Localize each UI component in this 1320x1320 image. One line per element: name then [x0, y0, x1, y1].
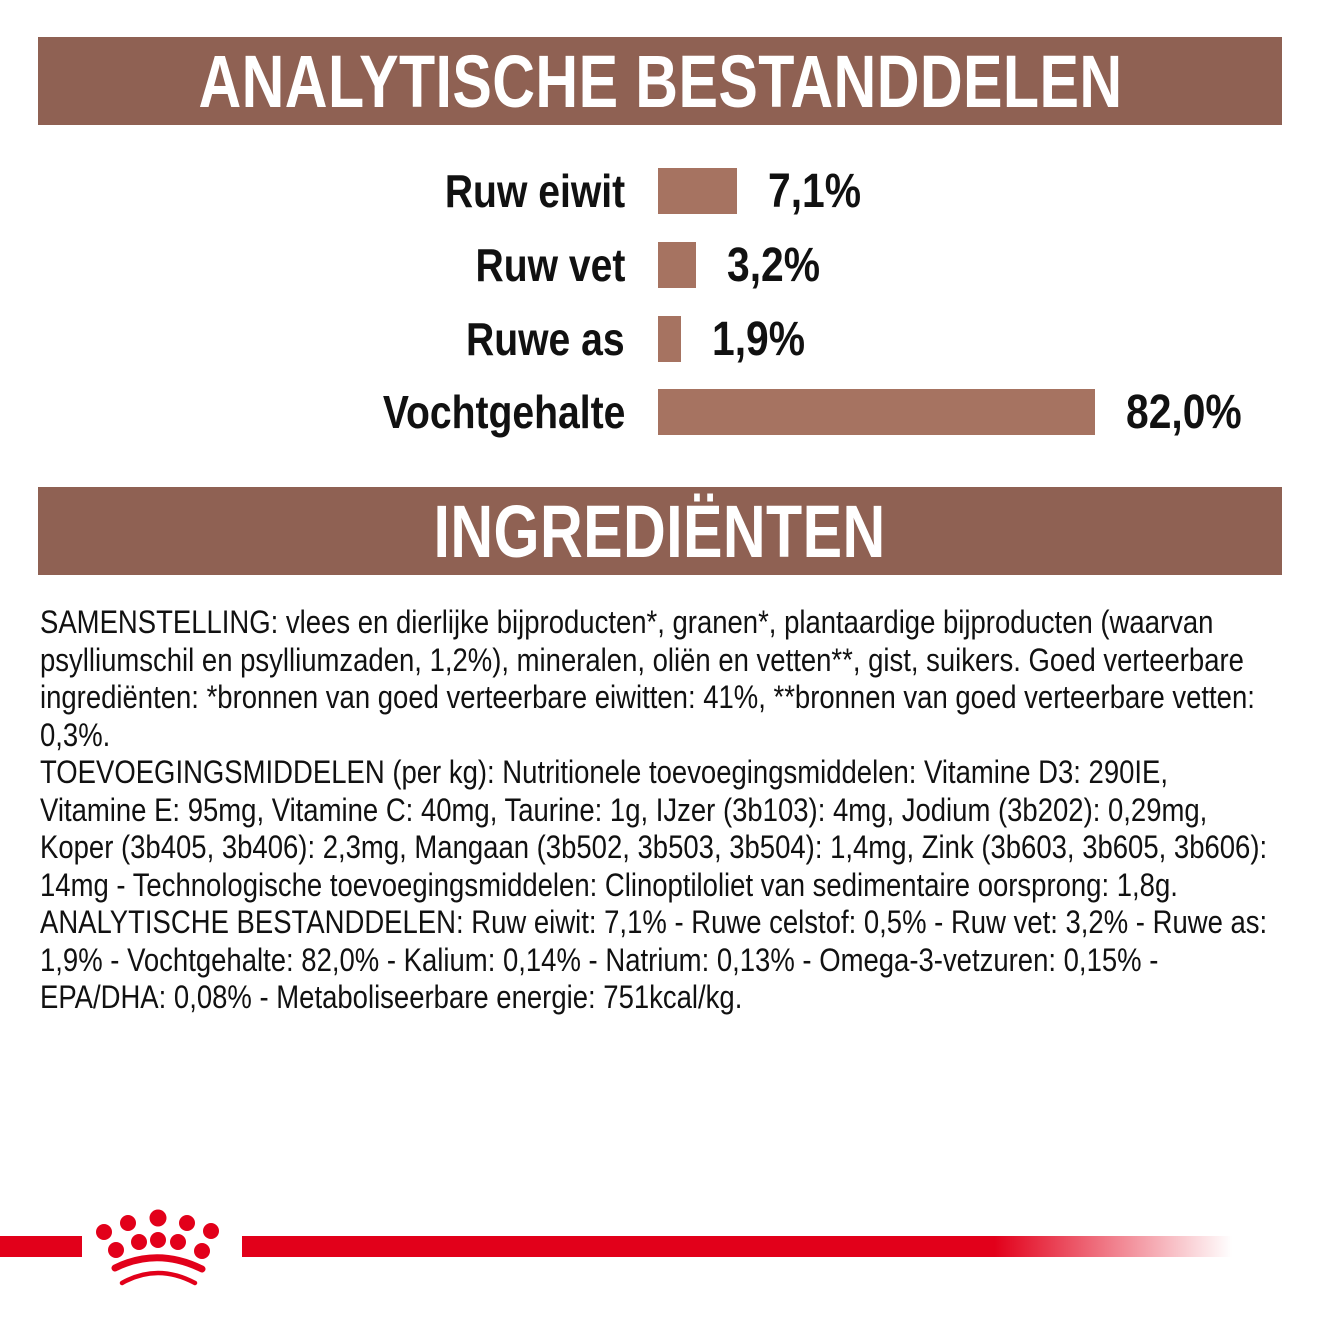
chart-row-ruw-vet: Ruw vet 3,2% — [40, 239, 1282, 292]
additives-paragraph: TOEVOEGINGSMIDDELEN (per kg): Nutritione… — [40, 754, 1268, 903]
bar — [658, 389, 1095, 435]
bar-label: Vochtgehalte — [382, 386, 625, 438]
analytical-section-title: ANALYTISCHE BESTANDDELEN — [198, 39, 1122, 123]
ingredients-section-title: INGREDIËNTEN — [433, 489, 887, 573]
chart-row-vochtgehalte: Vochtgehalte 82,0% — [40, 386, 1282, 439]
chart-row-ruw-eiwit: Ruw eiwit 7,1% — [40, 165, 1282, 218]
bar-value: 1,9% — [712, 312, 805, 366]
red-stripe-right — [242, 1236, 1232, 1257]
bar-value: 3,2% — [727, 238, 820, 292]
bar-label: Ruw vet — [475, 239, 625, 291]
ingredients-text-block: SAMENSTELLING: vlees en dierlijke bijpro… — [40, 604, 1280, 1017]
composition-paragraph: SAMENSTELLING: vlees en dierlijke bijpro… — [40, 604, 1255, 753]
red-stripe-left — [0, 1236, 82, 1257]
royal-canin-crown-logo — [96, 1209, 219, 1286]
bar-label: Ruw eiwit — [444, 165, 625, 217]
bar-value: 82,0% — [1126, 385, 1242, 439]
bar-label: Ruwe as — [466, 313, 625, 365]
ingredients-section-banner: INGREDIËNTEN — [38, 487, 1282, 575]
bar — [658, 168, 737, 214]
bar — [658, 316, 681, 362]
analytical-section-banner: ANALYTISCHE BESTANDDELEN — [38, 37, 1282, 125]
chart-row-ruwe-as: Ruwe as 1,9% — [40, 313, 1282, 366]
bar-value: 7,1% — [768, 164, 861, 218]
analytical-constituents-paragraph: ANALYTISCHE BESTANDDELEN: Ruw eiwit: 7,1… — [40, 904, 1268, 1015]
bar — [658, 242, 696, 288]
